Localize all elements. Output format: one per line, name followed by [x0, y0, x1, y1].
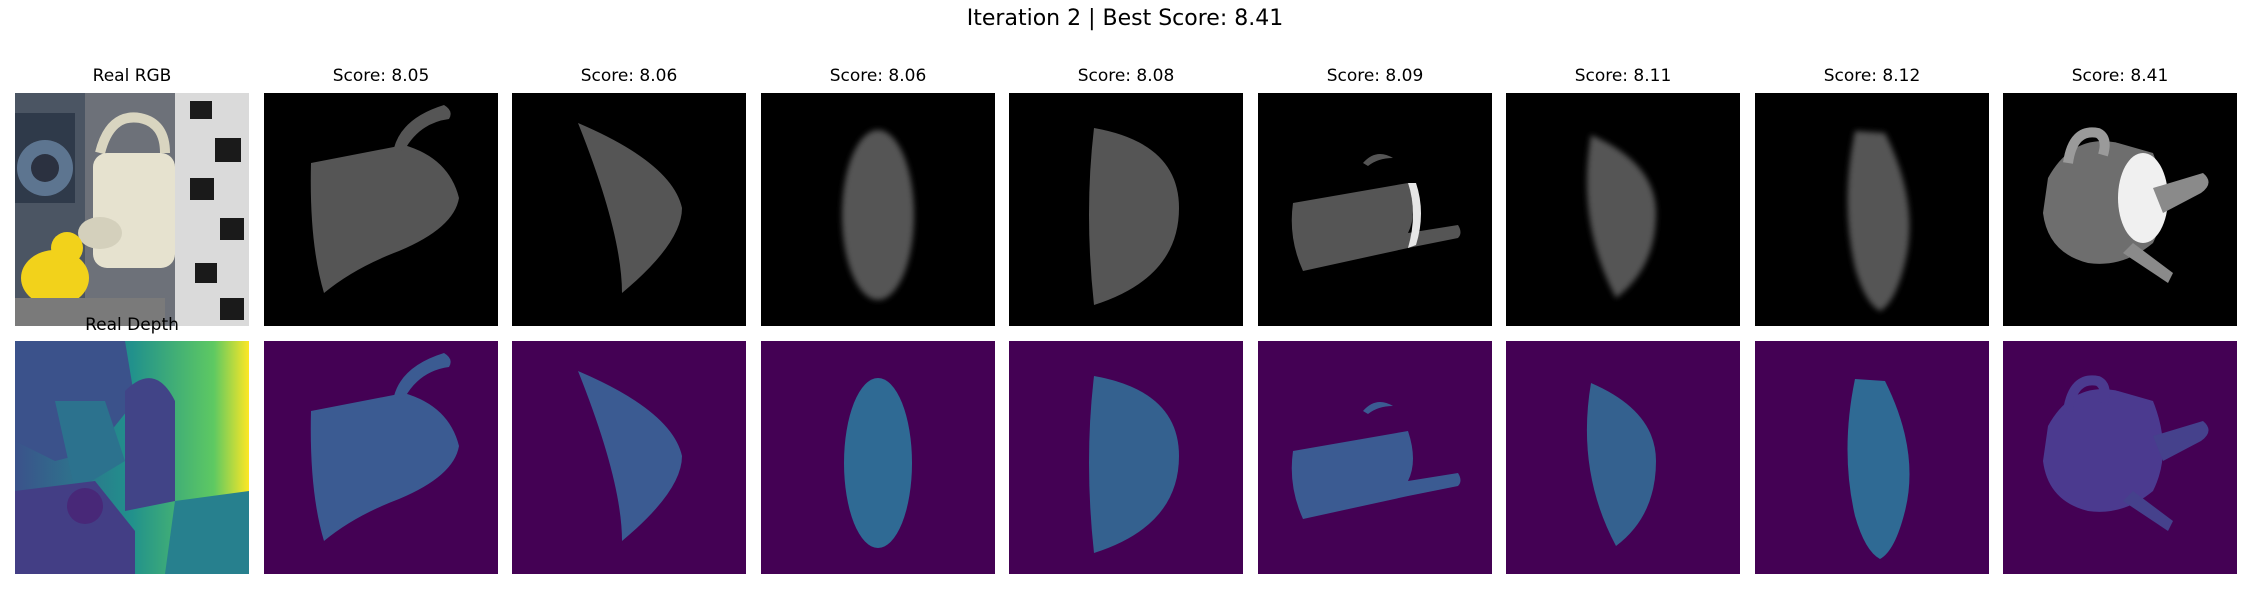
- depth-render-8: [2003, 341, 2237, 574]
- depth-render-3: [761, 341, 995, 574]
- render-6: [1506, 93, 1740, 326]
- figure-title: Iteration 2 | Best Score: 8.41: [966, 6, 1284, 31]
- render-spout: [394, 105, 451, 151]
- depth-render-7: [1755, 341, 1989, 574]
- render-8: [2003, 93, 2237, 326]
- render-7: [1755, 93, 1989, 326]
- render-4: [1009, 93, 1243, 326]
- depth-render-1: [264, 341, 498, 574]
- score-title-3: Score: 8.06: [829, 66, 927, 86]
- real-depth-label: Real Depth: [85, 315, 179, 335]
- depth-render-2: [512, 341, 746, 574]
- render-silhouette: [310, 145, 459, 293]
- score-title-5: Score: 8.09: [1326, 66, 1424, 86]
- real-depth-image: [15, 341, 249, 574]
- real-rgb-image: [15, 93, 249, 326]
- render-1: [264, 93, 498, 326]
- score-title-7: Score: 8.12: [1823, 66, 1921, 86]
- depth-render-4: [1009, 341, 1243, 574]
- score-title-2: Score: 8.06: [580, 66, 678, 86]
- score-title-4: Score: 8.08: [1077, 66, 1175, 86]
- depth-render-6: [1506, 341, 1740, 574]
- render-2: [512, 93, 746, 326]
- score-title-8: Score: 8.41: [2071, 66, 2169, 86]
- render-5: [1258, 93, 1492, 326]
- render-3: [761, 93, 995, 326]
- score-title-6: Score: 8.11: [1574, 66, 1672, 86]
- depth-render-5: [1258, 341, 1492, 574]
- real-rgb-title: Real RGB: [92, 66, 172, 86]
- score-title-1: Score: 8.05: [332, 66, 430, 86]
